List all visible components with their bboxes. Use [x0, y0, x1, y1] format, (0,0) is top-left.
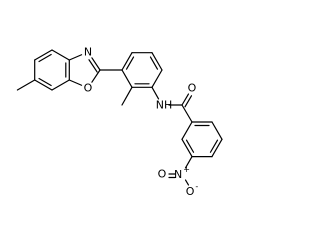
bond — [151, 52, 163, 71]
bond — [68, 79, 83, 86]
bond — [68, 54, 83, 61]
bond — [211, 138, 223, 158]
atom-label: O — [84, 82, 93, 95]
atom-charge: + — [183, 165, 190, 174]
atom-symbol: O — [186, 185, 195, 198]
bond — [121, 69, 133, 88]
bond — [38, 77, 52, 87]
bond — [209, 139, 219, 153]
bond — [91, 57, 101, 71]
bond — [38, 53, 52, 63]
bond — [184, 156, 193, 169]
atom-label: NH — [156, 99, 173, 112]
bond — [181, 104, 193, 123]
atom-label: O — [158, 168, 167, 181]
bond — [51, 79, 70, 91]
bond — [184, 95, 193, 108]
bond — [181, 138, 193, 158]
atom-charge: - — [195, 182, 198, 191]
bond — [185, 139, 195, 153]
bond — [16, 79, 36, 91]
molecule-diagram: N O NH O N+ O O- — [16, 46, 223, 198]
bond — [121, 86, 133, 106]
atom-label: O — [188, 82, 197, 95]
bonds — [16, 49, 223, 186]
bond — [88, 59, 98, 73]
bond — [34, 49, 53, 61]
bond — [121, 52, 133, 71]
bond — [211, 121, 223, 140]
atom-label: N+ — [174, 165, 190, 181]
bond — [181, 121, 193, 140]
bond — [34, 79, 53, 91]
bond — [51, 49, 70, 61]
bond — [151, 69, 163, 88]
bond — [149, 56, 159, 70]
bond — [151, 86, 160, 100]
bond — [125, 56, 135, 70]
atom-symbol: N — [174, 168, 182, 181]
bond — [184, 179, 190, 186]
bond — [181, 93, 190, 106]
atom-label: N — [84, 46, 92, 59]
bond — [91, 69, 101, 83]
atom-label: O- — [186, 182, 199, 198]
